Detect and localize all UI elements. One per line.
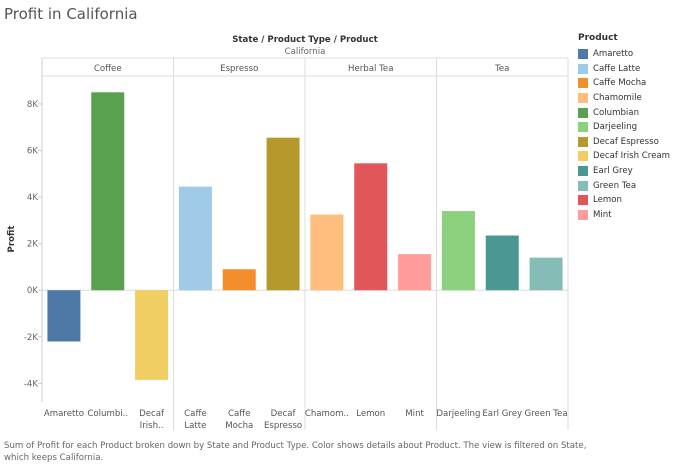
legend-title: Product (578, 33, 618, 43)
legend-label: Mint (593, 209, 612, 220)
group-label-coffee: Coffee (94, 64, 122, 74)
x-tick-label: Caffe Latte (184, 409, 206, 431)
legend-label: Green Tea (593, 180, 637, 191)
legend-swatch (578, 180, 588, 191)
x-tick-label: Mint (405, 409, 424, 419)
legend-item[interactable]: Columbian (578, 105, 670, 120)
x-tick-label: Green Tea (525, 409, 568, 419)
x-tick-label: Darjeeling (436, 409, 480, 419)
bar-mint (398, 254, 432, 291)
legend-item[interactable]: Decaf Irish Cream (578, 149, 670, 164)
bar-decaf-irish-cream (135, 290, 169, 380)
bar-decaf-espresso (266, 137, 300, 291)
legend-items: Amaretto Caffe Latte Caffe Mocha Chamomile C… (578, 47, 670, 222)
bar-chart: State / Product Type / Product California… (7, 35, 569, 431)
legend-swatch (578, 122, 588, 133)
bar-chamomile (310, 214, 344, 291)
bar-lemon (354, 163, 388, 291)
bar-caffe-latte (178, 186, 212, 291)
y-tick-label: -4K (24, 379, 39, 389)
legend-label: Chamomile (593, 93, 642, 104)
bar-darjeeling (441, 211, 475, 291)
x-tick-label: Lemon (356, 409, 385, 419)
x-tick-label: Caffe Mocha (225, 409, 253, 431)
legend-label: Darjeeling (593, 122, 638, 133)
y-axis-title: Profit (7, 226, 17, 253)
group-label-herbal-tea: Herbal Tea (348, 64, 393, 74)
bar-amaretto (47, 290, 81, 342)
x-tick-label: Decaf Irish.. (139, 409, 165, 431)
legend-swatch (578, 107, 588, 118)
legend-item[interactable]: Lemon (578, 193, 670, 208)
x-tick-label: Decaf Espresso (264, 409, 302, 431)
legend-swatch (578, 209, 588, 220)
header-title: State / Product Type / Product (232, 35, 378, 45)
legend-swatch (578, 151, 588, 162)
bar-green-tea (529, 257, 563, 291)
chart-caption: Sum of Profit for each Product broken do… (4, 441, 587, 463)
legend-label: Decaf Irish Cream (593, 151, 671, 162)
y-tick-label: -2K (24, 333, 39, 343)
legend-item[interactable]: Amaretto (578, 47, 670, 62)
legend-item[interactable]: Caffe Mocha (578, 76, 670, 91)
legend-label: Decaf Espresso (593, 136, 659, 147)
legend-swatch (578, 195, 588, 206)
y-tick-label: 6K (27, 147, 38, 157)
legend-label: Caffe Mocha (593, 78, 647, 89)
y-tick-label: 2K (27, 240, 38, 250)
x-tick-label: Columbi.. (87, 409, 128, 419)
legend-label: Caffe Latte (593, 63, 641, 74)
y-tick-label: 4K (27, 193, 38, 203)
legend-item[interactable]: Caffe Latte (578, 62, 670, 77)
y-tick-label: 8K (27, 100, 38, 110)
legend-label: Earl Grey (593, 166, 633, 177)
legend-item[interactable]: Decaf Espresso (578, 135, 670, 150)
bar-earl-grey (485, 235, 519, 291)
page-title: Profit in California (4, 5, 138, 23)
y-tick-label: 0K (27, 286, 38, 296)
x-tick-label: Amaretto (44, 409, 84, 419)
bar-columbian (91, 92, 125, 291)
legend-swatch (578, 136, 588, 147)
legend-swatch (578, 63, 588, 74)
legend-item[interactable]: Darjeeling (578, 120, 670, 135)
bar-caffe-mocha (222, 269, 256, 291)
state-label: California (285, 47, 326, 57)
x-tick-label: Earl Grey (482, 409, 522, 419)
legend-swatch (578, 166, 588, 177)
legend-swatch (578, 93, 588, 104)
legend-label: Lemon (593, 195, 622, 206)
legend-label: Columbian (593, 107, 640, 118)
legend-item[interactable]: Earl Grey (578, 164, 670, 179)
group-label-espresso: Espresso (220, 64, 258, 74)
legend-label: Amaretto (593, 49, 634, 60)
legend-swatch (578, 49, 588, 60)
legend-swatch (578, 78, 588, 89)
legend: Product Amaretto Caffe Latte Caffe Mocha Ch… (578, 33, 670, 222)
group-label-tea: Tea (494, 64, 509, 74)
legend-item[interactable]: Chamomile (578, 91, 670, 106)
x-tick-label: Chamom.. (305, 409, 349, 419)
legend-item[interactable]: Green Tea (578, 178, 670, 193)
legend-item[interactable]: Mint (578, 208, 670, 223)
